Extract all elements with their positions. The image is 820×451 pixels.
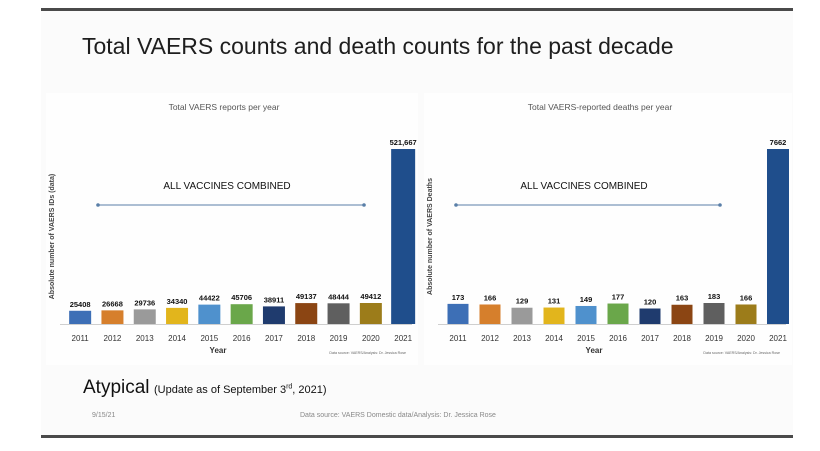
bottom-rule (41, 435, 793, 438)
x-tick-label-2013: 2013 (513, 334, 531, 343)
bar-2020 (735, 304, 757, 324)
data-label-2011: 173 (452, 293, 465, 302)
annotation-endpoint-left (454, 203, 458, 207)
bar-2013 (511, 307, 533, 324)
data-label-2021: 7662 (770, 138, 787, 147)
data-label-2013: 29736 (134, 298, 155, 307)
x-axis-label: Year (586, 346, 603, 355)
data-label-2018: 163 (676, 294, 689, 303)
data-label-2020: 49412 (360, 292, 381, 301)
annotation-label: ALL VACCINES COMBINED (520, 181, 647, 192)
data-label-2011: 25408 (70, 300, 91, 309)
data-label-2012: 26668 (102, 299, 123, 308)
data-label-2014: 34340 (167, 297, 188, 306)
data-label-2019: 183 (708, 292, 721, 301)
deaths-chart-panel: Total VAERS-reported deaths per year Abso… (424, 93, 792, 365)
data-label-2016: 45706 (231, 293, 252, 302)
bar-2019 (703, 303, 725, 324)
bar-2021 (391, 149, 416, 324)
annotation-label: ALL VACCINES COMBINED (163, 181, 290, 192)
bar-2020 (359, 303, 382, 324)
x-axis-label: Year (210, 346, 227, 355)
bar-2018 (295, 303, 318, 324)
annotation-endpoint-right (362, 203, 366, 207)
reports-chart-panel: Total VAERS reports per year Absolute num… (46, 93, 418, 365)
subtitle-note: (Update as of September 3rd, 2021) (153, 383, 327, 396)
x-tick-label-2011: 2011 (449, 334, 467, 343)
data-label-2012: 166 (484, 293, 497, 302)
data-label-2016: 177 (612, 293, 625, 302)
x-tick-label-2019: 2019 (330, 334, 348, 343)
bar-2012 (101, 310, 124, 324)
annotation-endpoint-left (96, 203, 100, 207)
footer-source: Data source: VAERS Domestic data/Analysi… (300, 412, 496, 419)
data-label-2020: 166 (740, 293, 753, 302)
y-axis-label: Absolute number of VAERS IDs (data) (49, 174, 56, 300)
bar-2016 (607, 303, 629, 324)
bar-2014 (543, 307, 565, 324)
x-tick-label-2021: 2021 (394, 334, 412, 343)
x-tick-label-2019: 2019 (705, 334, 723, 343)
data-label-2019: 48444 (328, 292, 350, 301)
bar-2013 (133, 309, 156, 324)
annotation-endpoint-right (718, 203, 722, 207)
slide-subtitle: Atypical (Update as of September 3rd, 20… (83, 377, 327, 399)
x-tick-label-2020: 2020 (737, 334, 755, 343)
bar-2018 (671, 304, 693, 324)
x-tick-label-2011: 2011 (72, 334, 90, 343)
data-label-2015: 44422 (199, 294, 220, 303)
x-tick-label-2016: 2016 (609, 334, 627, 343)
bar-2015 (198, 304, 221, 324)
x-tick-label-2018: 2018 (673, 334, 691, 343)
bar-2011 (447, 303, 469, 324)
data-label-2014: 131 (548, 297, 561, 306)
x-tick-label-2012: 2012 (481, 334, 499, 343)
subtitle-main: Atypical (83, 377, 150, 398)
y-axis-label: Absolute number of VAERS Deaths (427, 178, 434, 295)
x-tick-label-2014: 2014 (545, 334, 563, 343)
data-label-2013: 129 (516, 297, 529, 306)
x-tick-label-2018: 2018 (297, 334, 315, 343)
subtitle-note-pre: (Update as of September 3 (153, 384, 287, 396)
bar-2015 (575, 305, 597, 324)
deaths-bar-chart: Total VAERS-reported deaths per year Abso… (427, 102, 789, 355)
bar-2014 (166, 307, 189, 324)
x-tick-label-2012: 2012 (104, 334, 122, 343)
bar-2017 (262, 306, 285, 324)
x-tick-label-2020: 2020 (362, 334, 380, 343)
bar-2021 (767, 149, 789, 324)
x-tick-label-2015: 2015 (577, 334, 595, 343)
top-rule (41, 8, 793, 11)
chart-title: Total VAERS-reported deaths per year (528, 102, 673, 112)
x-tick-label-2014: 2014 (168, 334, 186, 343)
bar-2017 (639, 308, 661, 324)
data-label-2018: 49137 (296, 292, 317, 301)
bar-2019 (327, 303, 350, 324)
bar-2011 (69, 310, 92, 324)
chart-source-note: Data source: VAERS/Analysis: Dr. Jessica… (703, 351, 780, 355)
slide-date: 9/15/21 (92, 412, 116, 419)
bar-2012 (479, 304, 501, 324)
chart-source-note: Data source: VAERS/Analysis: Dr. Jessica… (329, 351, 406, 355)
bar-2016 (230, 304, 253, 324)
x-tick-label-2016: 2016 (233, 334, 251, 343)
x-tick-label-2017: 2017 (265, 334, 283, 343)
reports-bar-chart: Total VAERS reports per year Absolute num… (49, 102, 417, 355)
subtitle-note-post: , 2021) (292, 384, 327, 396)
subtitle-note-sup: rd (286, 383, 293, 391)
x-tick-label-2015: 2015 (200, 334, 218, 343)
slide-title: Total VAERS counts and death counts for … (82, 33, 674, 59)
data-label-2017: 38911 (264, 295, 284, 304)
data-label-2015: 149 (580, 295, 593, 304)
x-tick-label-2013: 2013 (136, 334, 154, 343)
chart-title: Total VAERS reports per year (169, 102, 280, 112)
data-label-2017: 120 (644, 298, 657, 307)
x-tick-label-2017: 2017 (641, 334, 659, 343)
x-tick-label-2021: 2021 (769, 334, 787, 343)
data-label-2021: 521,667 (390, 138, 417, 147)
